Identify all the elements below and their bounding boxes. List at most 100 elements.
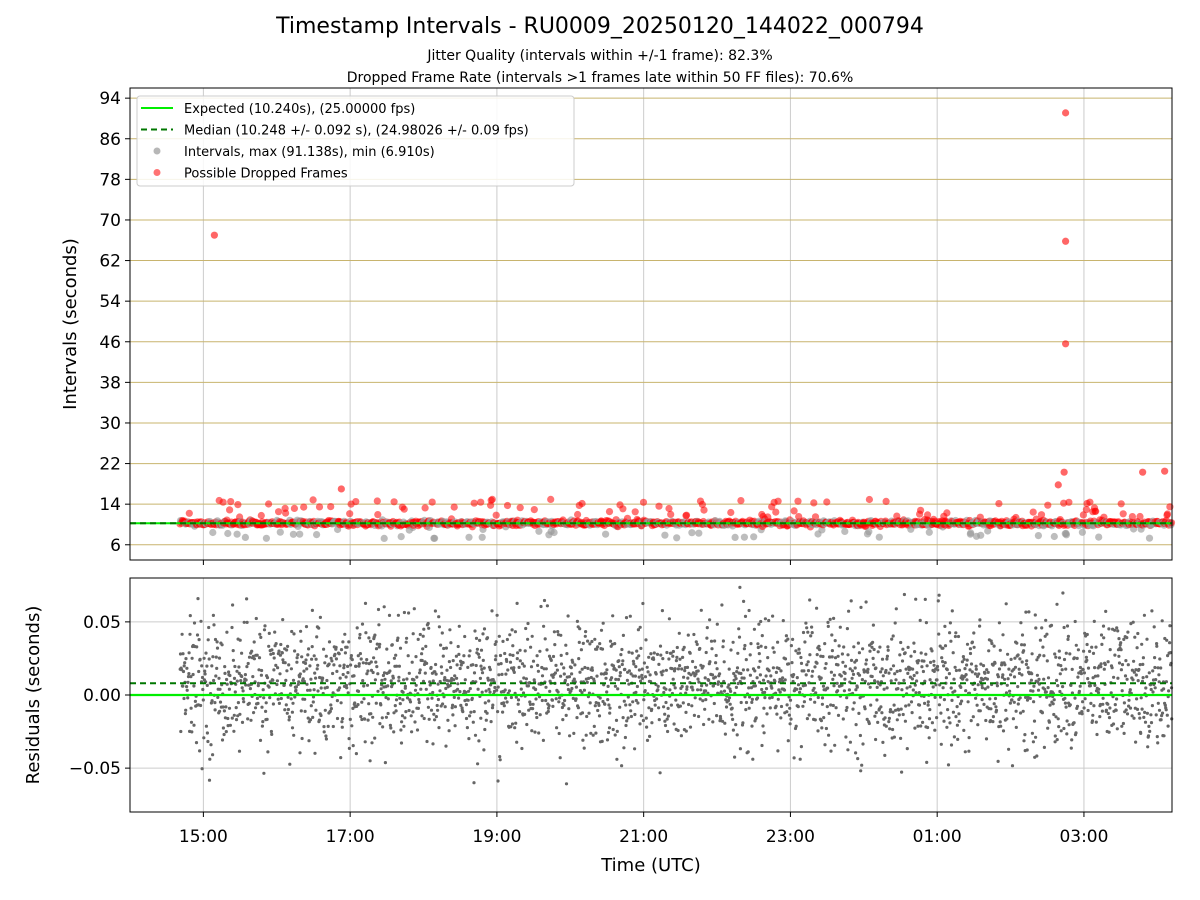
residual-point	[621, 659, 625, 663]
residual-point	[1031, 689, 1035, 693]
residual-point	[339, 648, 344, 652]
residual-point	[1104, 609, 1108, 614]
residual-point	[244, 678, 248, 682]
residual-point	[597, 703, 601, 708]
residual-point	[685, 685, 689, 689]
residual-point	[1138, 663, 1142, 667]
residual-point	[887, 716, 892, 721]
residual-point	[953, 689, 957, 693]
residual-point	[653, 703, 657, 707]
residual-point	[274, 642, 278, 646]
residual-point	[217, 676, 221, 680]
residual-point	[368, 639, 373, 644]
residual-point	[448, 684, 452, 688]
residual-point	[900, 770, 904, 774]
residual-point	[697, 714, 701, 719]
residual-point	[1149, 721, 1154, 725]
residual-point	[420, 658, 424, 663]
residual-point	[949, 686, 953, 690]
residual-point	[273, 630, 277, 634]
residual-point	[538, 713, 542, 717]
residual-point	[888, 727, 892, 731]
x-tick-label: 15:00	[179, 827, 228, 847]
residual-point	[515, 657, 519, 661]
residual-point	[493, 685, 497, 690]
residual-point	[853, 666, 857, 670]
residual-point	[1007, 747, 1011, 751]
residual-point	[382, 605, 386, 609]
residual-point	[1127, 698, 1131, 702]
residual-point	[685, 687, 689, 691]
residual-point	[302, 669, 306, 673]
residual-point	[974, 696, 978, 700]
residual-point	[1012, 675, 1017, 679]
residual-point	[205, 683, 209, 688]
residual-point	[741, 668, 746, 672]
residual-point	[491, 703, 495, 707]
residual-point	[897, 713, 901, 717]
residual-point	[306, 653, 310, 657]
residual-point	[631, 659, 636, 663]
residual-point	[396, 613, 400, 617]
residual-point	[927, 736, 931, 740]
residual-point	[841, 717, 845, 721]
dropped-frame-point	[477, 498, 485, 506]
residual-point	[951, 651, 955, 655]
residual-point	[1083, 631, 1087, 635]
residual-point	[849, 599, 853, 603]
residual-point	[1054, 655, 1058, 659]
residual-point	[727, 683, 731, 687]
residual-point	[307, 739, 311, 743]
residual-point	[432, 712, 436, 716]
residual-point	[985, 668, 989, 672]
residual-point	[862, 670, 866, 674]
residual-point	[971, 715, 975, 719]
residual-point	[261, 720, 265, 724]
x-tick-label: 01:00	[913, 827, 962, 847]
residual-point	[820, 696, 825, 700]
residual-point	[207, 778, 212, 782]
residual-point	[285, 711, 289, 715]
residual-point	[404, 710, 408, 714]
residual-point	[741, 721, 745, 725]
residual-point	[389, 679, 393, 683]
dropped-frame-point	[811, 513, 820, 521]
intervals-y-tick-label: 70	[99, 211, 121, 231]
residual-point	[1032, 719, 1037, 723]
residual-point	[899, 736, 903, 741]
residual-point	[474, 663, 478, 668]
residual-point	[372, 656, 376, 660]
residual-point	[314, 676, 318, 680]
residual-point	[1157, 708, 1162, 712]
residual-point	[564, 782, 569, 786]
residual-point	[589, 731, 593, 735]
residual-point	[975, 703, 979, 707]
residual-point	[664, 700, 668, 705]
residual-point	[739, 671, 743, 676]
residual-point	[281, 618, 285, 622]
residual-point	[505, 637, 509, 642]
residual-point	[804, 621, 808, 625]
residual-point	[228, 723, 232, 727]
residual-point	[271, 678, 275, 682]
residual-point	[531, 702, 535, 706]
residual-point	[739, 700, 743, 705]
residual-point	[245, 620, 249, 625]
residual-point	[606, 730, 611, 735]
residual-point	[635, 649, 639, 653]
residual-point	[973, 687, 977, 692]
residual-point	[792, 673, 796, 677]
residual-point	[1092, 619, 1096, 624]
residual-point	[204, 651, 208, 655]
residual-point	[778, 690, 782, 694]
residual-point	[895, 669, 899, 674]
residual-point	[455, 663, 459, 667]
residual-point	[585, 680, 589, 685]
residual-point	[703, 707, 707, 711]
x-tick-label: 19:00	[472, 827, 521, 847]
residual-point	[1063, 701, 1067, 705]
residual-point	[1078, 684, 1082, 688]
residual-point	[868, 685, 872, 689]
residual-point	[292, 632, 296, 636]
residual-point	[1162, 734, 1166, 738]
